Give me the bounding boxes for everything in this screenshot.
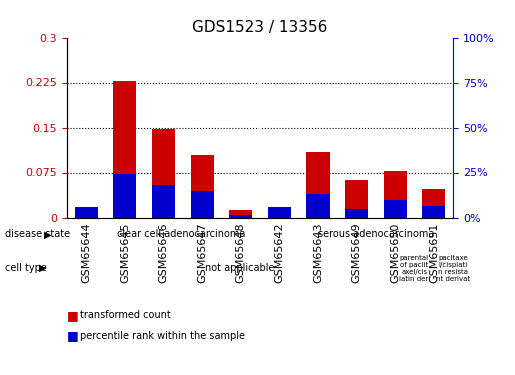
Bar xyxy=(152,129,175,218)
Bar xyxy=(229,210,252,218)
Text: ■: ■ xyxy=(67,309,79,322)
Bar xyxy=(191,190,214,217)
Bar xyxy=(345,180,368,218)
Bar xyxy=(152,184,175,218)
Text: ▶: ▶ xyxy=(44,230,52,239)
Text: transformed count: transformed count xyxy=(80,310,170,320)
Text: ▶: ▶ xyxy=(39,263,46,273)
Text: pacltaxe
l/cisplati
n resista
nt derivat: pacltaxe l/cisplati n resista nt derivat xyxy=(436,255,470,282)
Bar xyxy=(75,213,98,217)
Title: GDS1523 / 13356: GDS1523 / 13356 xyxy=(193,20,328,35)
Bar xyxy=(306,152,330,217)
Bar xyxy=(229,214,252,217)
Text: serous adenocarcinoma: serous adenocarcinoma xyxy=(318,230,434,239)
Text: cell type: cell type xyxy=(5,263,47,273)
Text: percentile rank within the sample: percentile rank within the sample xyxy=(80,331,245,341)
Bar xyxy=(268,207,291,218)
Text: clear cell adenocarcinoma: clear cell adenocarcinoma xyxy=(117,230,246,239)
Text: disease state: disease state xyxy=(5,230,70,239)
Bar xyxy=(113,174,136,217)
Bar xyxy=(422,189,445,218)
Bar xyxy=(113,81,136,218)
Bar xyxy=(191,154,214,218)
Text: parental
of paclit
axel/cis
latin deri: parental of paclit axel/cis latin deri xyxy=(399,255,430,282)
Text: ■: ■ xyxy=(67,330,79,342)
Bar xyxy=(384,171,407,217)
Bar xyxy=(384,200,407,217)
Bar xyxy=(75,207,98,218)
Bar xyxy=(306,194,330,217)
Bar xyxy=(345,209,368,218)
Bar xyxy=(268,211,291,217)
Bar xyxy=(422,206,445,218)
Text: not applicable: not applicable xyxy=(205,263,275,273)
